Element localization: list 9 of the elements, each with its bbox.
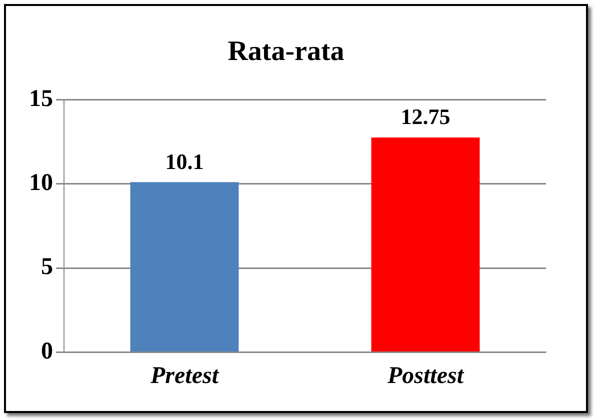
- y-tick-label: 15: [29, 86, 53, 112]
- chart-title: Rata-rata: [228, 36, 344, 68]
- y-tick-label: 5: [41, 254, 53, 280]
- data-label: 12.75: [400, 104, 450, 130]
- x-tick-label: Posttest: [386, 362, 465, 389]
- x-tick-label: Pretest: [150, 362, 220, 389]
- y-tick-label: 10: [29, 170, 53, 196]
- y-tick-label: 0: [41, 338, 53, 364]
- data-label: 10.1: [165, 148, 204, 174]
